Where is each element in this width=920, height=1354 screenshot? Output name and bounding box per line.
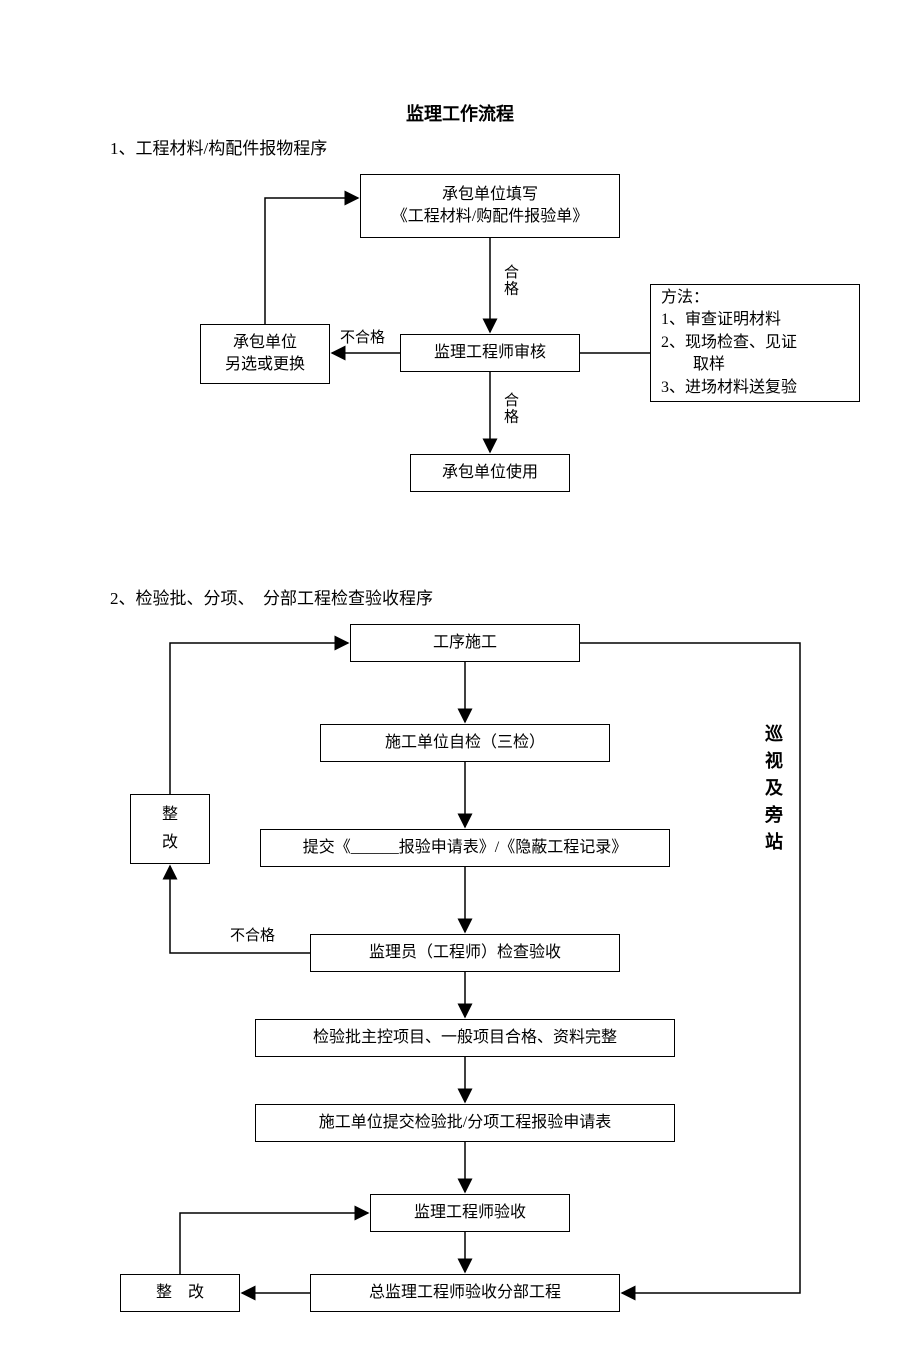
node-supervisor-check: 监理员（工程师）检查验收	[310, 934, 620, 972]
node-line: 3、进场材料送复验	[661, 377, 797, 399]
node-line: 1、审查证明材料	[661, 309, 781, 331]
node-line: 承包单位	[233, 332, 297, 354]
node-contractor-use: 承包单位使用	[410, 454, 570, 492]
node-rectify-2: 整 改	[120, 1274, 240, 1312]
node-submit-batch: 施工单位提交检验批/分项工程报验申请表	[255, 1104, 675, 1142]
diagram-2: 工序施工 施工单位自检（三检） 提交《______报验申请表》/《隐蔽工程记录》…	[90, 624, 890, 1314]
node-process-construct: 工序施工	[350, 624, 580, 662]
edge-label-unqualified-2: 不合格	[230, 924, 275, 945]
node-reselect: 承包单位 另选或更换	[200, 324, 330, 384]
node-submit-form: 提交《______报验申请表》/《隐蔽工程记录》	[260, 829, 670, 867]
node-line: 改	[162, 832, 178, 854]
node-engineer-accept: 监理工程师验收	[370, 1194, 570, 1232]
edge-label-unqualified: 不合格	[340, 326, 385, 347]
node-line: 方法：	[661, 287, 709, 309]
section1-heading: 1、工程材料/构配件报物程序	[110, 134, 860, 159]
edge-label-qualified-1: 合格	[500, 264, 521, 297]
page-title: 监理工作流程	[60, 100, 860, 126]
node-line: 另选或更换	[225, 354, 305, 376]
node-line: 整	[162, 804, 178, 826]
node-batch-ok: 检验批主控项目、一般项目合格、资料完整	[255, 1019, 675, 1057]
node-rectify-1: 整 改	[130, 794, 210, 864]
node-engineer-review: 监理工程师审核	[400, 334, 580, 372]
diagram-1: 承包单位填写 《工程材料/购配件报验单》 监理工程师审核 承包单位 另选或更换 …	[110, 174, 910, 554]
node-line: 承包单位填写	[442, 184, 538, 206]
node-line: 《工程材料/购配件报验单》	[392, 206, 588, 228]
node-chief-accept: 总监理工程师验收分部工程	[310, 1274, 620, 1312]
edge-label-qualified-2: 合格	[500, 392, 521, 425]
section2-heading: 2、检验批、分项、 分部工程检查验收程序	[110, 584, 860, 609]
side-label-patrol: 巡视及旁站	[760, 724, 786, 859]
node-line: 取样	[661, 354, 725, 376]
node-contractor-fill: 承包单位填写 《工程材料/购配件报验单》	[360, 174, 620, 238]
node-methods: 方法： 1、审查证明材料 2、现场检查、见证 取样 3、进场材料送复验	[650, 284, 860, 402]
node-line: 2、现场检查、见证	[661, 332, 797, 354]
node-self-check: 施工单位自检（三检）	[320, 724, 610, 762]
